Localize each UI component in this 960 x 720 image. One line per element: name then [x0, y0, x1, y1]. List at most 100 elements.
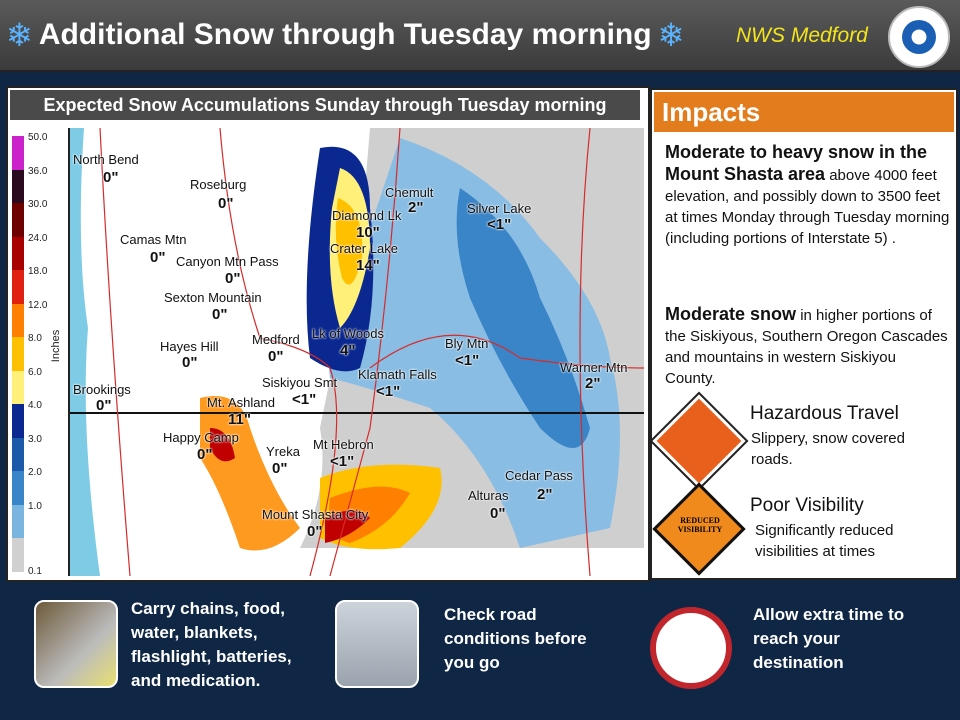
snow-amount-label: 0" [197, 446, 213, 463]
legend-tick-label: 8.0 [28, 333, 42, 345]
location-label: Siskiyou Smt [262, 375, 338, 390]
page-title: Additional Snow through Tuesday morning [38, 18, 652, 51]
snow-amount-label: <1" [330, 453, 355, 470]
snow-amount-label: 0" [96, 397, 112, 414]
snow-amount-label: 10" [356, 224, 380, 241]
impact-bold: Moderate snow [665, 304, 797, 324]
impacts-title: Impacts [652, 90, 956, 134]
shasta-18-24in [325, 510, 370, 543]
legend-tick-label: 18.0 [28, 266, 48, 278]
impact-bold: Moderate to heavy snow in the Mount Shas… [665, 142, 928, 184]
location-label: Warner Mtn [560, 360, 628, 375]
location-label: Mt. Ashland [207, 395, 275, 410]
snowflake-icon: ❄ [6, 17, 33, 53]
snow-amount-label: 2" [408, 199, 424, 216]
location-label: Mt Hebron [313, 437, 374, 452]
snow-amount-label: 2" [585, 375, 601, 392]
legend-color-band [12, 538, 24, 572]
legend-tick-label: 3.0 [28, 433, 42, 445]
legend-tick-label: 12.0 [28, 299, 48, 311]
location-label: Alturas [468, 488, 509, 503]
hazard-text: Slippery, snow covered roads. [751, 430, 905, 468]
location-label: Mount Shasta City [262, 507, 369, 522]
snow-amount-label: <1" [487, 216, 512, 233]
legend-color-band [12, 303, 24, 338]
siskiyou-heavy-snow [210, 428, 235, 462]
location-label: Hayes Hill [160, 339, 219, 354]
legend-color-band [12, 370, 24, 405]
tip-text: Allow extra time to reach your destinati… [753, 605, 905, 672]
legend-unit: Inches [50, 329, 63, 363]
snow-amount-label: 14" [356, 257, 380, 274]
legend-tick-label: 6.0 [28, 366, 42, 378]
legend-color-band [12, 236, 24, 271]
hazard-title: Poor Visibility [750, 495, 864, 516]
location-label: Medford [252, 332, 300, 347]
snow-amount-label: <1" [455, 352, 480, 369]
location-label: Silver Lake [467, 201, 532, 216]
legend-color-band [12, 270, 24, 304]
highways [99, 128, 644, 576]
snow-accumulation-map [70, 128, 644, 576]
legend-tick-label: 36.0 [28, 165, 48, 177]
snow-amount-label: <1" [292, 391, 317, 408]
tip-text: Carry chains, food, water, blankets, fla… [131, 599, 292, 690]
legend-tick-label: 24.0 [28, 232, 48, 244]
title-row: ❄ Additional Snow through Tuesday mornin… [6, 12, 726, 58]
location-label: Cedar Pass [505, 468, 573, 483]
legend-tick-label: 0.1 [28, 566, 42, 577]
snow-amount-label: 0" [272, 460, 288, 477]
legend-tick-label: 50.0 [28, 132, 48, 143]
snow-amount-label: 2" [537, 486, 553, 503]
snow-amount-label: 0" [490, 505, 506, 522]
legend-tick-label: 2.0 [28, 467, 42, 479]
legend-color-band [12, 471, 24, 505]
location-label: Yreka [266, 444, 300, 459]
location-label: Brookings [73, 382, 131, 397]
legend-color-band [12, 404, 24, 438]
location-label: Camas Mtn [120, 232, 187, 247]
snow-1-2in [328, 138, 620, 548]
location-label: Bly Mtn [445, 336, 489, 351]
snow-amount-label: 0" [218, 195, 234, 212]
hazard-text: Significantly reduced visibilities at ti… [755, 522, 894, 560]
location-label: Roseburg [190, 177, 247, 192]
ocean [70, 128, 100, 576]
tire-chains-icon [34, 600, 118, 688]
location-label: Klamath Falls [358, 367, 437, 382]
location-label: North Bend [73, 152, 139, 167]
snow-amount-label: 0" [225, 270, 241, 287]
legend-color-band [12, 203, 24, 237]
legend-color-band [12, 437, 24, 472]
snow-amount-label: 0" [212, 306, 228, 323]
clock-icon [650, 607, 732, 689]
snow-amount-label: 4" [340, 342, 356, 359]
legend-color-band [12, 337, 24, 371]
color-legend: 50.0 36.0 30.0 24.0 18.0 12.0 8.0 6.0 4.0 3.0 2.0 1… [8, 128, 70, 577]
snowflake-icon: ❄ [657, 17, 685, 53]
nws-logo [888, 6, 950, 68]
tip-text: Check road conditions before you go [444, 605, 587, 672]
location-label: Chemult [385, 185, 434, 200]
header-bar [0, 0, 960, 72]
snow-2-3in [456, 188, 590, 448]
legend-tick-label: 30.0 [28, 199, 48, 211]
legend-tick-label: 4.0 [28, 400, 42, 412]
legend-color-band [12, 504, 24, 539]
location-label: Canyon Mtn Pass [176, 254, 279, 269]
legend-tick-label: 1.0 [28, 500, 42, 512]
snow-amount-label: 0" [268, 348, 284, 365]
snow-amount-label: <1" [376, 383, 401, 400]
location-label: Sexton Mountain [164, 290, 262, 305]
location-label: Diamond Lk [332, 208, 402, 223]
sign-text: REDUCED VISIBILITY [677, 516, 723, 534]
office-name: NWS Medford [736, 24, 868, 47]
location-label: Lk of Woods [312, 326, 385, 341]
snow-8-12in [335, 198, 363, 285]
snowy-road-icon [335, 600, 419, 688]
snow-amount-label: 11" [228, 411, 251, 428]
snow-amount-label: 0" [307, 523, 323, 540]
location-label: Happy Camp [163, 430, 239, 445]
snow-amount-label: 0" [150, 249, 166, 266]
legend-color-band [12, 136, 24, 170]
